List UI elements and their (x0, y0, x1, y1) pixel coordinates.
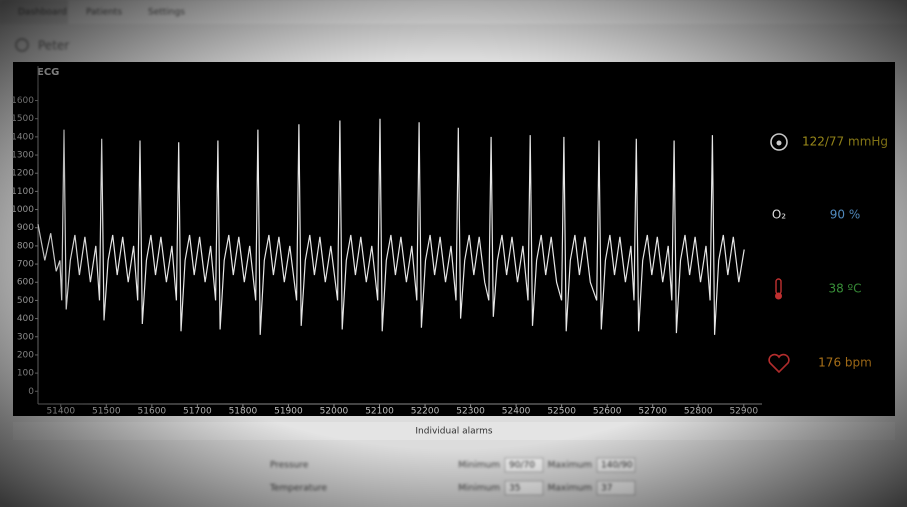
patient-name: Peter (38, 39, 69, 53)
y-tick-label: 1600 (11, 96, 34, 106)
nav-item[interactable]: Dashboard (18, 8, 67, 18)
min-value: 90/70 (509, 461, 535, 471)
chart-title: ECG (37, 67, 59, 78)
y-tick-label: 800 (17, 241, 34, 251)
alarms-title: Individual alarms (415, 427, 493, 437)
x-tick-label: 51700 (183, 407, 212, 417)
max-value: 140/90 (601, 461, 633, 471)
min-value: 35 (509, 484, 520, 494)
x-tick-label: 51500 (92, 407, 121, 417)
vital-value: 90 % (830, 208, 861, 222)
alarm-label: Temperature (269, 484, 327, 494)
max-label: Maximum (548, 461, 592, 471)
pressure-icon-dot (776, 140, 782, 146)
y-tick-label: 600 (17, 278, 34, 288)
nav-item[interactable]: Patients (86, 8, 122, 18)
y-tick-label: 1300 (11, 151, 34, 161)
y-tick-label: 100 (17, 369, 34, 379)
x-tick-label: 51600 (138, 407, 167, 417)
x-tick-label: 51800 (229, 407, 258, 417)
y-tick-label: 300 (17, 332, 34, 342)
y-tick-label: 900 (17, 223, 34, 233)
y-tick-label: 1500 (11, 114, 34, 124)
x-tick-label: 52800 (684, 407, 713, 417)
x-tick-label: 52100 (365, 407, 394, 417)
y-tick-label: 700 (17, 260, 34, 270)
chart-panel (13, 62, 895, 416)
x-tick-label: 52500 (547, 407, 576, 417)
min-label: Minimum (458, 484, 500, 494)
y-tick-label: 400 (17, 314, 34, 324)
navbar: Dashboard Patients Settings (0, 0, 907, 24)
vital-value: 122/77 mmHg (802, 135, 888, 149)
vital-value: 176 bpm (818, 356, 872, 370)
y-tick-label: 1200 (11, 169, 34, 179)
x-tick-label: 51400 (46, 407, 75, 417)
vital-value: 38 ºC (828, 282, 861, 296)
x-tick-label: 52600 (593, 407, 622, 417)
nav-item[interactable]: Settings (148, 8, 185, 18)
y-tick-label: 1000 (11, 205, 34, 215)
max-label: Maximum (548, 484, 592, 494)
x-tick-label: 52200 (411, 407, 440, 417)
oxygen-icon: O₂ (772, 208, 786, 222)
thermometer-bulb (775, 292, 782, 300)
y-tick-label: 0 (28, 387, 34, 397)
navbar-bg (0, 0, 907, 24)
x-tick-label: 52900 (729, 407, 758, 417)
y-tick-label: 200 (17, 350, 34, 360)
x-tick-label: 51900 (274, 407, 303, 417)
y-tick-label: 1400 (11, 132, 34, 142)
x-tick-label: 52400 (502, 407, 531, 417)
x-tick-label: 52300 (456, 407, 485, 417)
y-tick-label: 500 (17, 296, 34, 306)
y-tick-label: 1100 (11, 187, 34, 197)
max-value: 37 (601, 484, 612, 494)
min-label: Minimum (458, 461, 500, 471)
x-tick-label: 52700 (638, 407, 667, 417)
alarm-label: Pressure (270, 461, 309, 471)
x-tick-label: 52000 (320, 407, 349, 417)
